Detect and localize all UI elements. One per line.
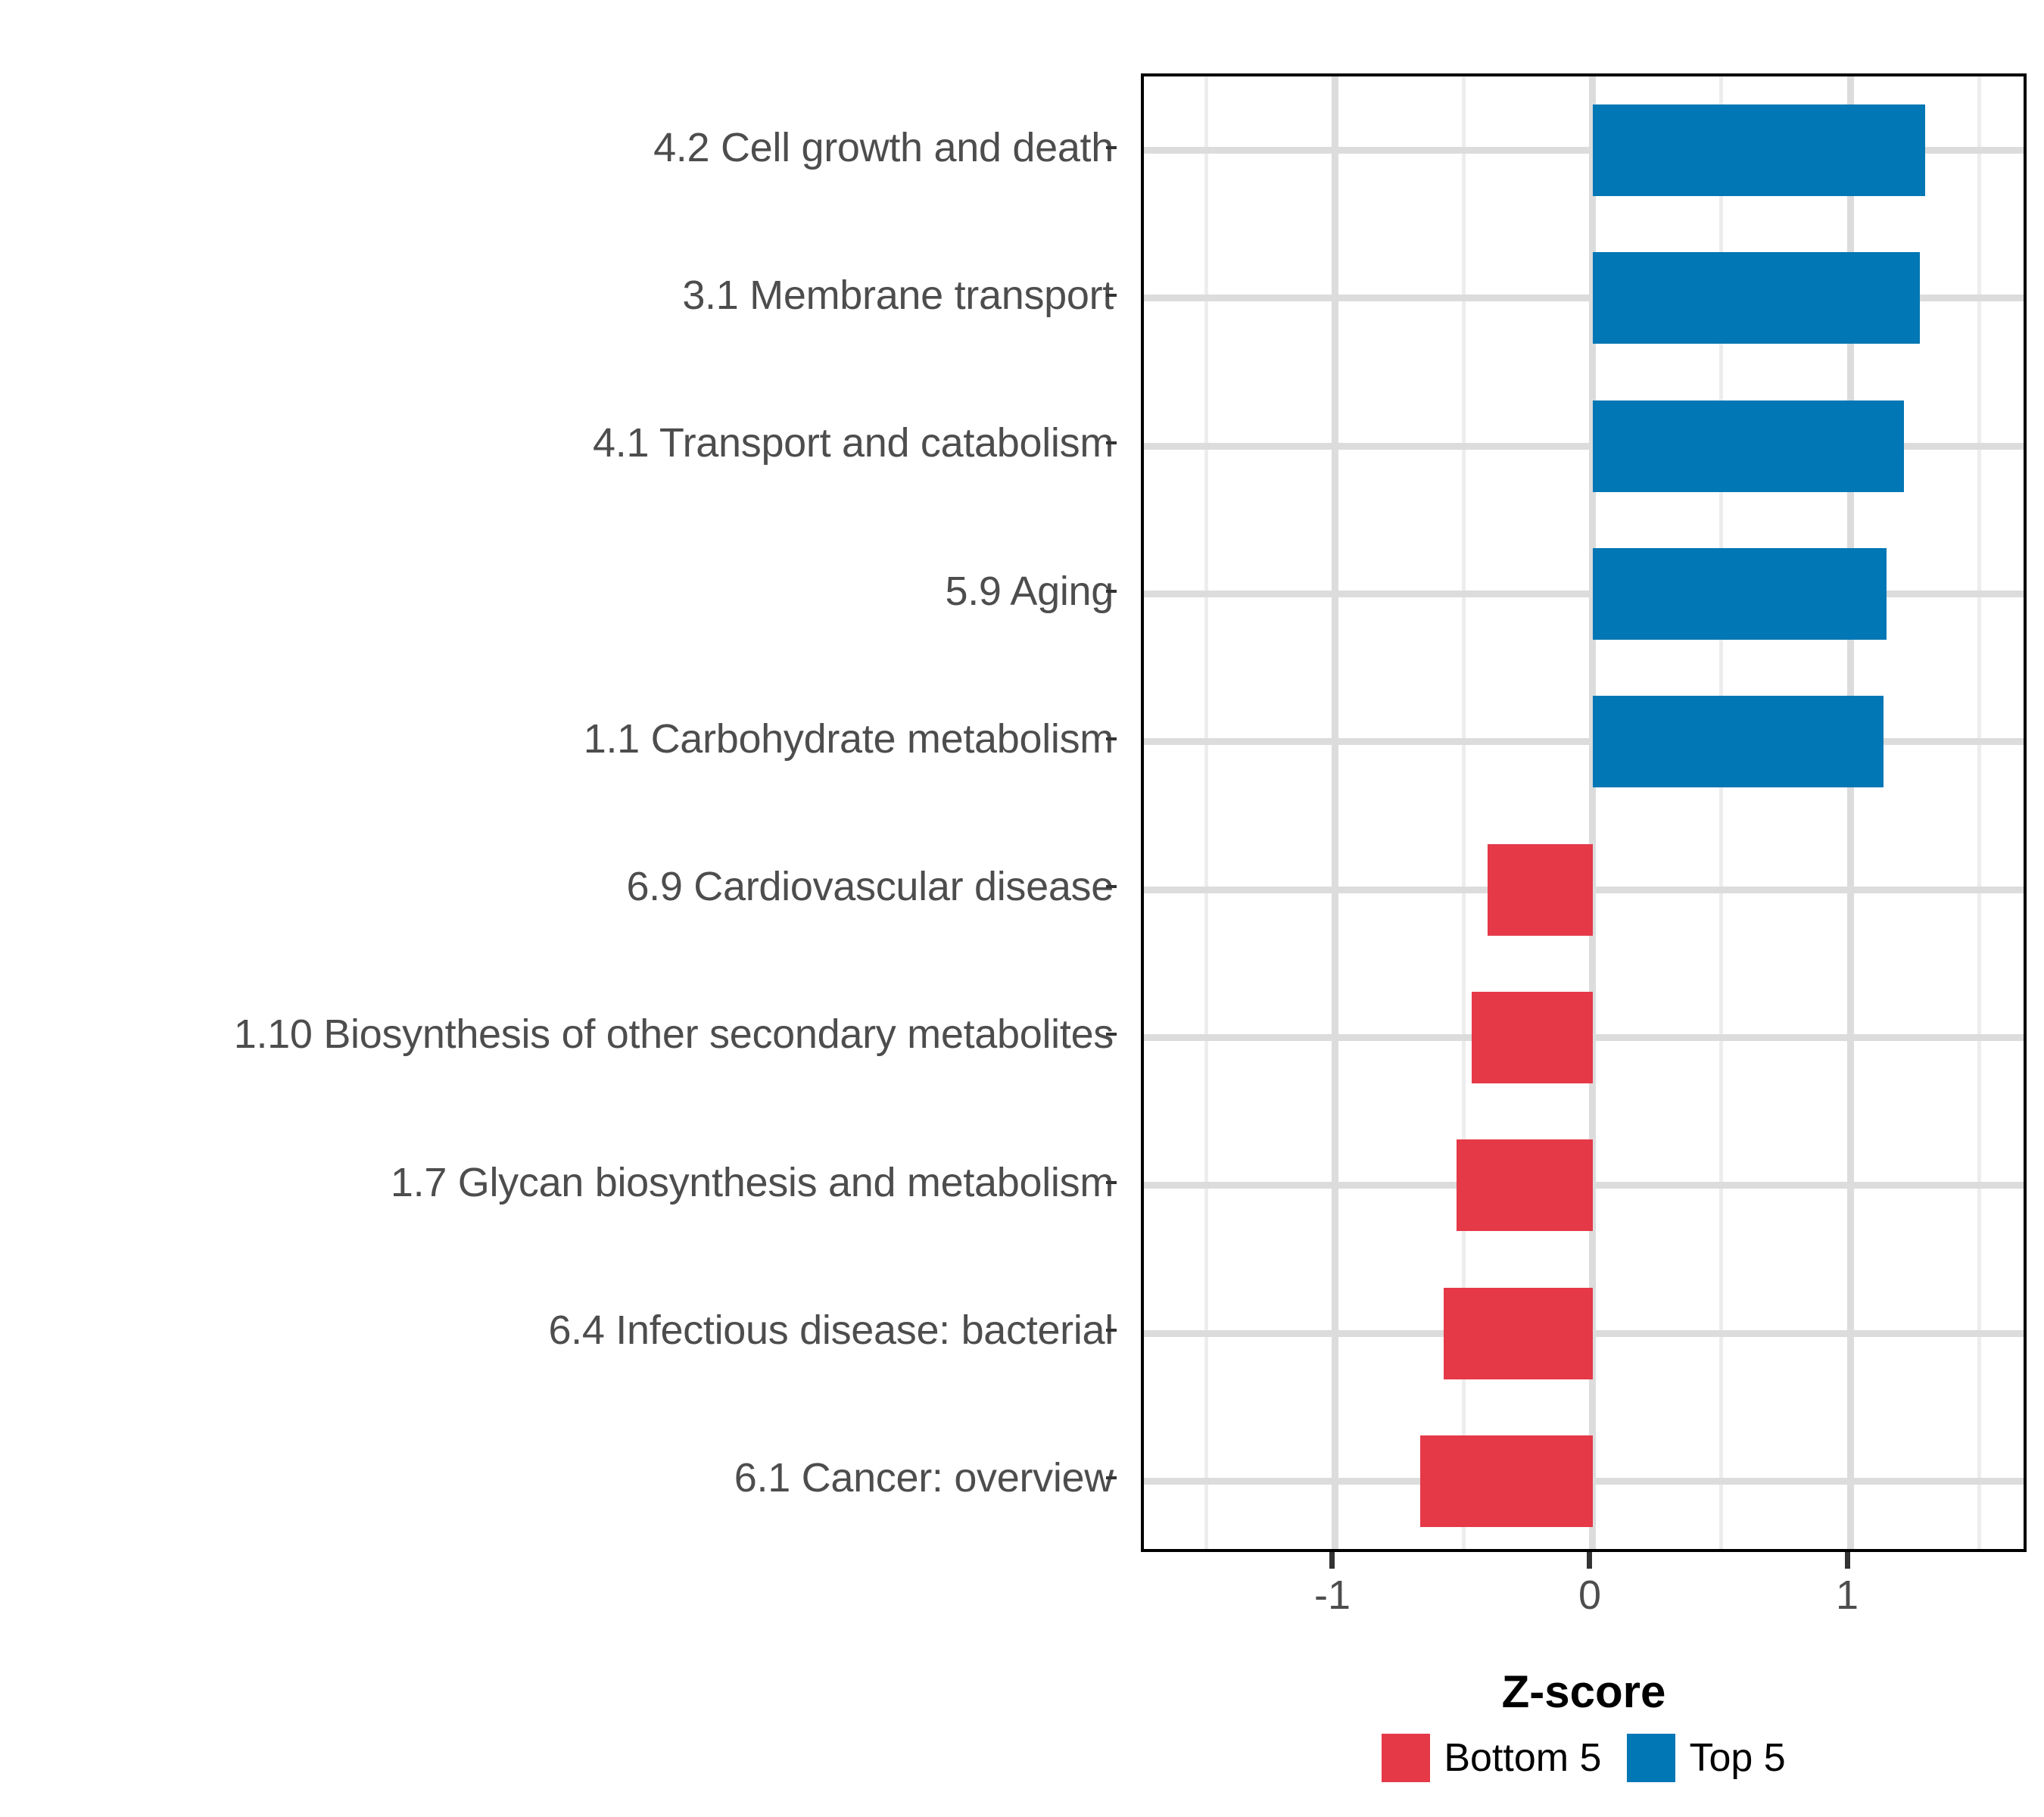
- y-axis-label: 1.1 Carbohydrate metabolism: [583, 715, 1114, 762]
- y-axis-label: 6.4 Infectious disease: bacterial: [548, 1307, 1114, 1354]
- legend-swatch-icon: [1382, 1734, 1431, 1782]
- bar: [1592, 252, 1920, 344]
- y-axis-label: 5.9 Aging: [945, 568, 1114, 614]
- y-axis-label: 3.1 Membrane transport: [682, 272, 1114, 318]
- horizontal-gridline-4: [1144, 738, 2024, 746]
- bar: [1420, 1435, 1593, 1527]
- y-axis-tick-2: 4.1 Transport and catabolism: [0, 369, 1117, 517]
- x-axis-title: Z-score: [1501, 1666, 1666, 1717]
- y-axis-tick-mark: [1106, 589, 1117, 593]
- vertical-gridline-minor-2: [1719, 76, 1724, 1549]
- y-axis-category-labels: 4.2 Cell growth and death 3.1 Membrane tr…: [0, 73, 1117, 1552]
- legend-item-bottom-5[interactable]: Bottom 5: [1382, 1734, 1601, 1782]
- y-axis-tick-8: 6.4 Infectious disease: bacterial: [0, 1256, 1117, 1404]
- legend-item-top-5[interactable]: Top 5: [1627, 1734, 1786, 1782]
- y-axis-tick-mark: [1106, 441, 1117, 445]
- legend-label: Bottom 5: [1444, 1736, 1602, 1780]
- y-axis-tick-7: 1.7 Glycan biosynthesis and metabolism: [0, 1108, 1117, 1256]
- y-axis-tick-3: 5.9 Aging: [0, 517, 1117, 665]
- vertical-gridline-major-1: [1589, 76, 1597, 1549]
- y-axis-label: 6.1 Cancer: overview: [734, 1455, 1114, 1501]
- y-axis-tick-4: 1.1 Carbohydrate metabolism: [0, 665, 1117, 812]
- vertical-gridline-minor-0: [1204, 76, 1209, 1549]
- x-axis-ticks: -1 0 1: [1141, 1552, 2027, 1618]
- y-axis-tick-mark: [1106, 1329, 1117, 1332]
- plot-panel: [1141, 73, 2027, 1552]
- y-axis-tick-9: 6.1 Cancer: overview: [0, 1404, 1117, 1552]
- chart-legend: Bottom 5 Top 5: [1141, 1734, 2027, 1782]
- legend-label: Top 5: [1689, 1736, 1786, 1780]
- horizontal-gridline-1: [1144, 295, 2024, 302]
- y-axis-tick-5: 6.9 Cardiovascular disease: [0, 812, 1117, 960]
- y-axis-tick-mark: [1106, 1033, 1117, 1036]
- y-axis-tick-6: 1.10 Biosynthesis of other secondary met…: [0, 961, 1117, 1108]
- y-axis-tick-0: 4.2 Cell growth and death: [0, 73, 1117, 221]
- y-axis-tick-mark: [1106, 1180, 1117, 1184]
- bar: [1487, 843, 1593, 936]
- horizontal-gridline-3: [1144, 591, 2024, 598]
- bar: [1592, 696, 1884, 788]
- x-axis-tick-label: -1: [1313, 1572, 1351, 1618]
- x-axis-tick-mark-2: [1844, 1552, 1850, 1569]
- y-axis-tick-mark: [1106, 885, 1117, 889]
- bar: [1592, 548, 1887, 640]
- y-axis-tick-mark: [1106, 737, 1117, 740]
- y-axis-tick-mark: [1106, 293, 1117, 297]
- bar: [1592, 400, 1905, 492]
- vertical-gridline-minor-3: [1977, 76, 1981, 1549]
- horizontal-gridline-0: [1144, 147, 2024, 154]
- x-axis-tick-mark-1: [1587, 1552, 1593, 1569]
- vertical-gridline-major-2: [1846, 76, 1854, 1549]
- bar: [1443, 1287, 1593, 1379]
- horizontal-gridline-2: [1144, 442, 2024, 450]
- y-axis-label: 1.10 Biosynthesis of other secondary met…: [233, 1011, 1114, 1058]
- legend-swatch-icon: [1627, 1734, 1676, 1782]
- x-axis-tick-mark-0: [1329, 1552, 1335, 1569]
- x-axis-tick-label: 0: [1578, 1572, 1602, 1618]
- vertical-gridline-major-0: [1332, 76, 1339, 1549]
- bar: [1592, 104, 1925, 197]
- y-axis-label: 4.1 Transport and catabolism: [593, 420, 1114, 466]
- y-axis-label: 4.2 Cell growth and death: [653, 124, 1114, 170]
- bar: [1456, 1139, 1593, 1232]
- y-axis-tick-1: 3.1 Membrane transport: [0, 221, 1117, 369]
- x-axis-tick-label: 1: [1835, 1572, 1859, 1618]
- bar: [1472, 991, 1593, 1083]
- y-axis-tick-mark: [1106, 145, 1117, 149]
- y-axis-tick-mark: [1106, 1476, 1117, 1480]
- vertical-gridline-minor-1: [1462, 76, 1466, 1549]
- y-axis-label: 6.9 Cardiovascular disease: [626, 864, 1114, 910]
- y-axis-label: 1.7 Glycan biosynthesis and metabolism: [390, 1159, 1114, 1205]
